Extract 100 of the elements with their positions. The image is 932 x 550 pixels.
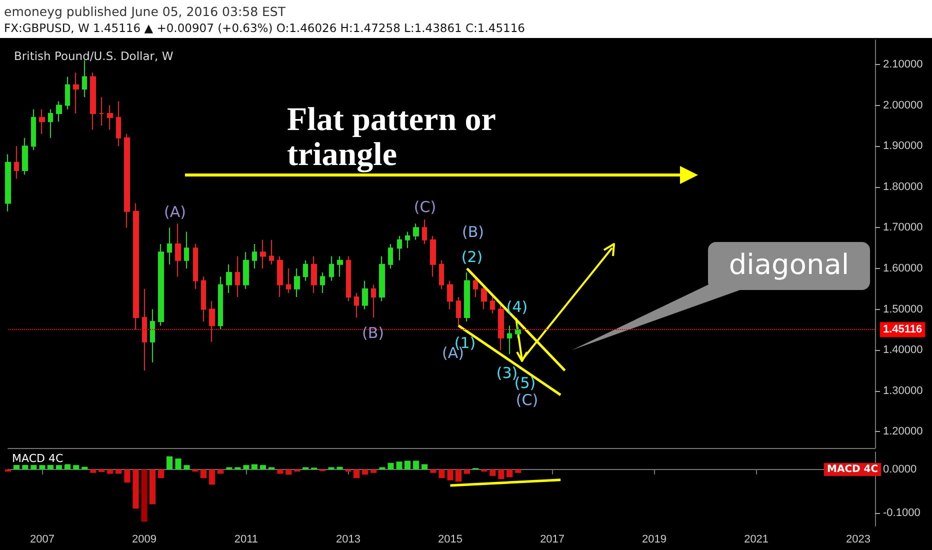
y-tick-label: 1.70000 [883,222,923,234]
bar [481,469,488,472]
candlestick [439,260,444,290]
candlestick [133,202,139,330]
annotation: diagonal [708,242,870,290]
bar [132,469,139,509]
bar [498,469,504,479]
bar [438,469,445,478]
bar [158,469,164,478]
bar [64,464,70,470]
candlestick [184,231,189,269]
bar [218,469,224,474]
candlestick [311,256,317,294]
bar [200,469,206,478]
candlestick [31,108,36,151]
bar [243,465,250,470]
candlestick [209,300,215,342]
bar [150,469,156,504]
bar [260,465,266,470]
bar [286,469,292,475]
candlestick [515,321,521,338]
bar [490,469,496,476]
candlestick [142,288,147,371]
candlestick [269,239,274,265]
ref-line-label: 1.45116 [883,324,922,336]
annotation: (B) [362,324,384,342]
candlestick [48,108,53,138]
annotation: (C) [414,198,436,216]
candlestick [201,276,206,322]
candlestick [82,60,87,98]
candlestick [456,296,461,326]
bar [277,469,284,474]
candlestick [260,239,266,269]
bar [90,469,96,473]
candlestick [39,108,45,134]
candlestick [354,292,359,318]
y-tick-label: 0.0000 [883,463,917,476]
bar [141,469,148,522]
candlestick [150,308,155,363]
bar [430,469,436,473]
bar [39,465,46,470]
candlestick [329,256,334,282]
bar [396,462,402,470]
candlestick [337,256,343,278]
candlestick [430,235,436,278]
chart-subtitle: FX:GBPUSD, W 1.45116 ▲ +0.00907 (+0.63%) O:1.46026 H:1.47258 L:1.43861 C:1.45116 [4,21,525,35]
candlestick [5,154,11,212]
y-tick-label: 1.30000 [883,384,923,397]
bar [251,464,258,470]
candlestick [362,280,368,310]
x-tick-label: 2009 [132,534,157,546]
bar [107,469,114,474]
text: British Pound/U.S. Dollar, W [14,49,174,63]
candlestick [320,272,325,294]
annotation: MACD 4C [824,463,882,476]
bar [5,469,11,472]
bar [370,469,377,473]
candlestick [99,96,104,126]
candlestick [422,219,427,244]
candlestick [397,235,402,261]
bar [336,466,343,470]
bar [455,469,462,482]
candlestick [277,256,283,298]
candlestick [464,272,470,322]
candlestick [473,276,478,298]
candlestick [286,268,291,294]
candlestick [226,264,232,294]
annotation: (4) [506,298,528,316]
candlestick [252,244,257,269]
x-tick-label: 2019 [642,534,666,546]
annotation: (B) [462,223,484,241]
candlestick [346,256,351,302]
candlestick [167,227,172,265]
candlestick [158,244,164,326]
candlestick [379,256,385,302]
bar [294,469,300,472]
candlestick [56,100,62,122]
bar [192,469,198,472]
bar [345,469,352,472]
candlestick [218,276,223,330]
x-tick-label: 2007 [30,534,54,546]
candlestick [235,256,240,298]
y-tick-label: 2.10000 [883,58,923,70]
candlestick [243,252,249,290]
annotation: (A) [164,203,186,221]
candlestick [107,104,113,130]
bar [447,469,454,480]
bar [73,465,80,470]
bar [422,464,428,470]
candlestick [124,133,130,228]
candlestick [294,268,300,298]
bar [464,469,470,474]
candlestick [116,100,121,147]
x-tick-label: 2013 [336,534,361,546]
annotation: Flat pattern or triangle [287,102,496,173]
candlestick [498,304,504,351]
y-tick-label: 1.40000 [883,344,923,356]
text: emoneyg published June 05, 2016 03:58 EST [4,4,286,19]
candlestick [405,231,410,249]
bar [56,465,62,470]
